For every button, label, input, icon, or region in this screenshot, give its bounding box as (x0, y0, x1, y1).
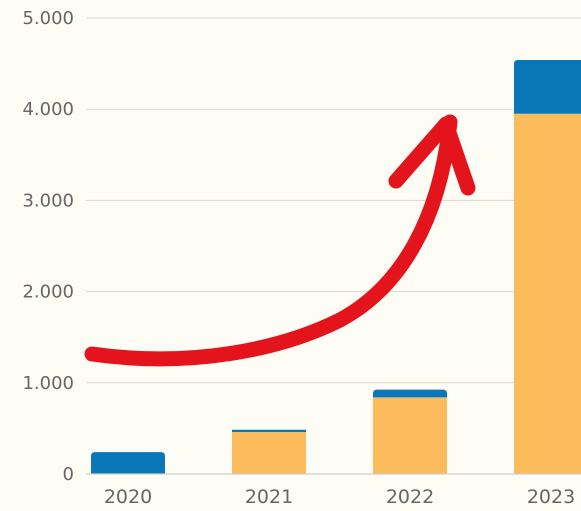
x-tick-label: 2020 (104, 486, 152, 506)
trend-arrow-head (388, 116, 476, 196)
bar-segment (91, 452, 165, 474)
bar-segment (232, 432, 306, 474)
x-tick-label: 2022 (386, 486, 434, 506)
bar-segment (514, 59, 581, 114)
grid-layer (86, 17, 581, 384)
bars-layer (91, 59, 581, 474)
bar-segment (373, 389, 447, 398)
y-tick-label: 1.000 (22, 373, 74, 394)
axis-layer: 0 1.000 2.000 3.000 4.000 5.000 2020 2021 2022 20… (22, 8, 581, 508)
bar-segment (373, 397, 447, 474)
y-tick-label: 2.000 (22, 282, 74, 303)
y-tick-label: 5.000 (22, 8, 74, 29)
x-tick-label: 2023 (527, 486, 575, 506)
y-tick-label: 0 (63, 464, 74, 485)
bar-segment (232, 429, 306, 433)
annotation-layer (84, 114, 476, 367)
bar-segment (514, 113, 581, 474)
y-tick-label: 4.000 (22, 99, 74, 120)
x-tick-label: 2021 (245, 486, 293, 506)
trend-arrow-shaft (84, 114, 458, 367)
y-tick-label: 3.000 (22, 190, 74, 211)
